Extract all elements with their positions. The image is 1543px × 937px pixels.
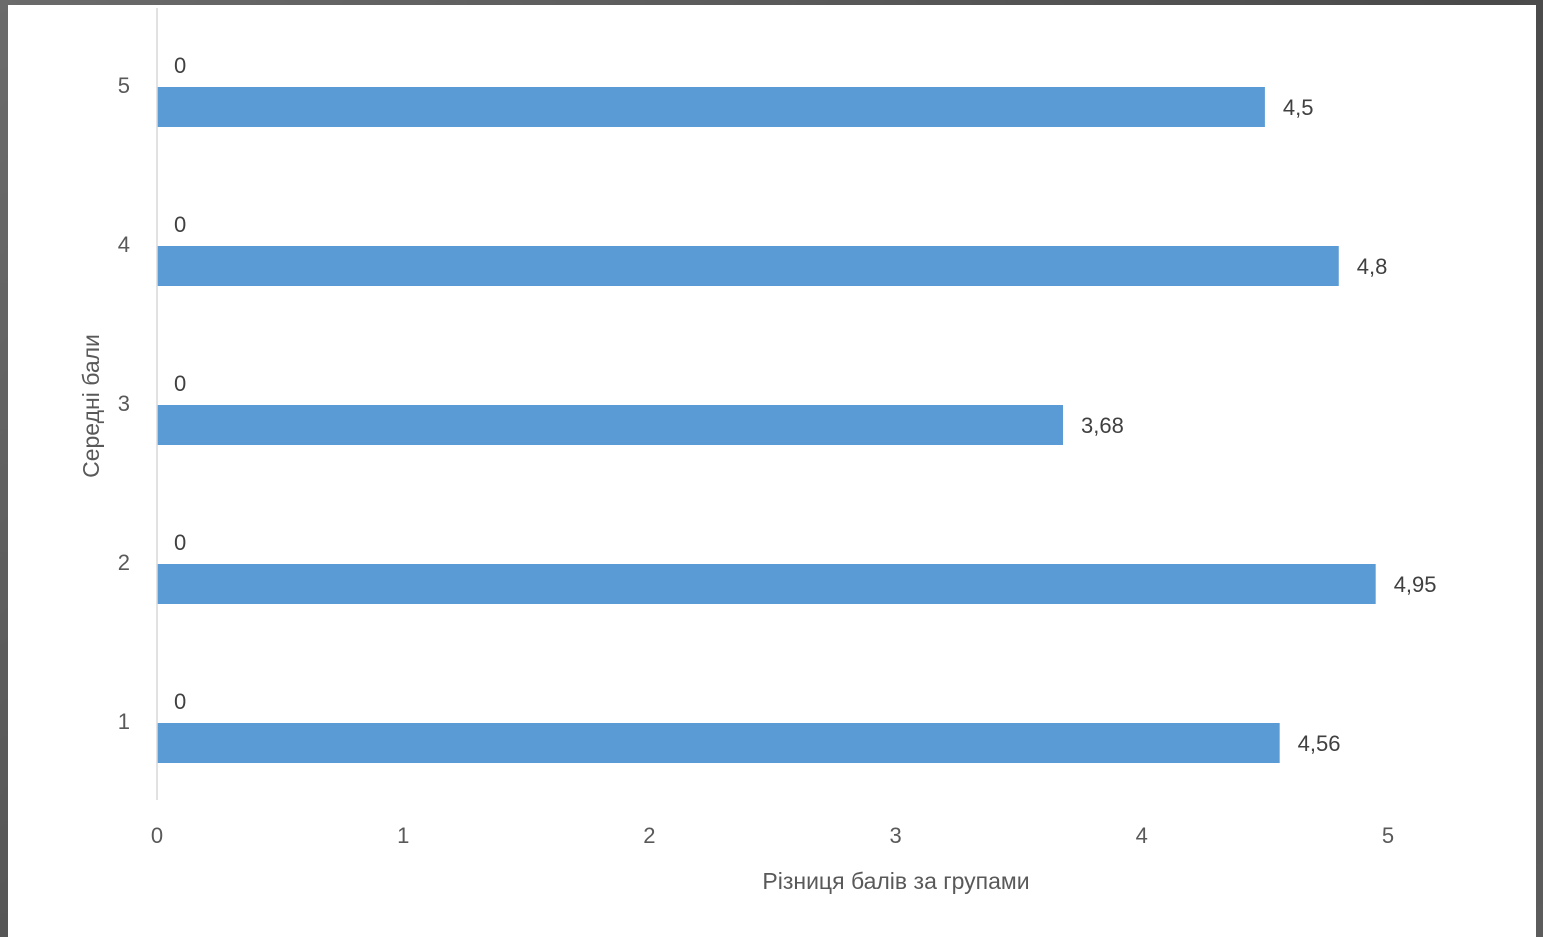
y-tick-label: 1: [118, 709, 130, 734]
data-label-zero: 0: [174, 530, 186, 555]
chart-panel: [8, 5, 1536, 937]
x-tick-label: 5: [1382, 823, 1394, 848]
x-axis-title: Різниця балів за групами: [762, 868, 1029, 894]
data-label-zero: 0: [174, 689, 186, 714]
x-tick-label: 2: [643, 823, 655, 848]
y-tick-labels: 1 2 3 4 5: [118, 73, 130, 734]
data-label-value: 4,5: [1283, 95, 1314, 120]
bars: [157, 87, 1376, 763]
data-label-zero: 0: [174, 212, 186, 237]
y-tick-label: 4: [118, 232, 130, 257]
x-tick-label: 4: [1136, 823, 1148, 848]
bar: [157, 87, 1265, 127]
data-labels: 0 4,56 0 4,95 0 3,68 0 4,8 0 4,5: [174, 53, 1437, 756]
x-tick-label: 1: [397, 823, 409, 848]
y-axis-title: Середні бали: [78, 334, 104, 478]
data-label-zero: 0: [174, 371, 186, 396]
x-tick-labels: 0 1 2 3 4 5: [151, 823, 1394, 848]
bar: [157, 246, 1339, 286]
data-label-value: 4,95: [1394, 572, 1437, 597]
data-label-value: 4,8: [1357, 254, 1388, 279]
x-tick-label: 3: [889, 823, 901, 848]
x-tick-label: 0: [151, 823, 163, 848]
data-label-value: 3,68: [1081, 413, 1124, 438]
y-tick-label: 2: [118, 550, 130, 575]
y-tick-label: 5: [118, 73, 130, 98]
data-label-value: 4,56: [1298, 731, 1341, 756]
data-label-zero: 0: [174, 53, 186, 78]
bar: [157, 564, 1376, 604]
bar: [157, 723, 1280, 763]
bar: [157, 405, 1064, 445]
y-tick-label: 3: [118, 391, 130, 416]
